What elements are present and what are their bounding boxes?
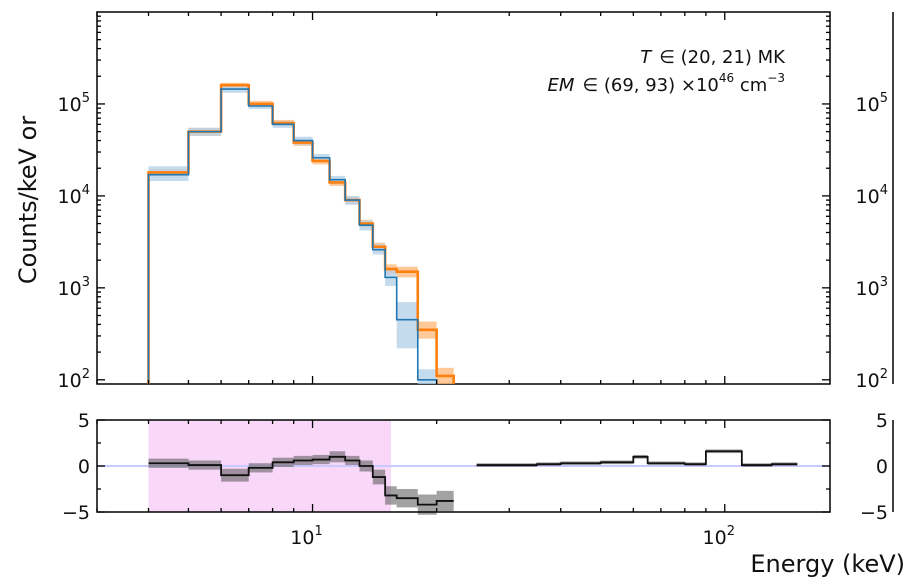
temperature-annotation: T ∈ (20, 21) MK (640, 47, 786, 68)
spectrum-y-tick-label-0-exponent: 2 (82, 367, 90, 382)
x-tick-label-1-exponent: 2 (727, 524, 735, 539)
adjacent-panel-y-tick-label-3-base: 10 (856, 370, 880, 392)
em-range: ∈ (69, 93) ×10 (582, 75, 718, 96)
residual-step-line (148, 450, 798, 506)
spectrum-y-tick-label-1: 103 (58, 275, 90, 300)
adjacent-panel-y-tick-label-1: 104 (856, 183, 888, 208)
y-axis-title: Counts/keV or (14, 116, 42, 284)
spectrum-ticks (96, 12, 830, 384)
adjacent-panel-residual-label-2: −5 (860, 502, 888, 524)
x-tick-label-0-base: 10 (290, 527, 314, 549)
em-unit-exponent: −3 (767, 71, 785, 85)
spectrum-bands (148, 82, 454, 384)
residual-y-tick-label-0: 5 (78, 410, 90, 432)
adjacent-panel-residual-label-0: 5 (876, 410, 888, 432)
spectrum-step-line-0 (147, 83, 455, 384)
adjacent-panel-y-tick-label-0: 105 (856, 91, 888, 116)
x-tick-label-1: 102 (703, 524, 735, 549)
adjacent-panel-y-tick-label-0-base: 10 (856, 94, 880, 116)
residual-lines (148, 450, 798, 506)
spectrum-step-line-1 (147, 88, 438, 384)
x-tick-labels: 101 102 (290, 524, 735, 549)
em-symbol: EM (548, 75, 575, 96)
residual-y-tick-label-2: −5 (62, 502, 90, 524)
residual-y-tick-labels: 5 0 −5 (62, 410, 90, 524)
em-unit: cm (734, 75, 767, 96)
adjacent-panel-y-tick-label-3-exponent: 2 (880, 367, 888, 382)
emission-measure-annotation: EM ∈ (69, 93) ×1046 cm−3 (548, 71, 785, 96)
spectrum-y-tick-label-2: 104 (58, 183, 90, 208)
spectrum-lines (147, 83, 455, 384)
x-tick-label-0: 101 (290, 524, 322, 549)
uncertainty-band-1-12 (396, 302, 418, 349)
residuals-panel: 50−5 101 102 Energy (keV) (62, 410, 905, 578)
spectrum-y-tick-label-1-exponent: 3 (82, 275, 90, 290)
spectrum-y-tick-label-2-base: 10 (58, 186, 82, 208)
em-exponent: 46 (719, 71, 734, 85)
adjacent-panel-y-tick-label-3: 102 (856, 367, 888, 392)
adjacent-panel-y-tick-label-0-exponent: 5 (880, 91, 888, 106)
temperature-range: ∈ (20, 21) MK (659, 47, 786, 68)
x-tick-label-0-exponent: 1 (314, 524, 322, 539)
spectrum-y-tick-label-3: 105 (58, 91, 90, 116)
x-axis-title: Energy (keV) (750, 550, 905, 578)
spectrum-y-tick-label-3-exponent: 5 (82, 91, 90, 106)
residual-y-tick-label-1: 0 (78, 456, 90, 478)
adjacent-panel-y-tick-label-2: 103 (856, 275, 888, 300)
adjacent-panel-y-tick-label-2-base: 10 (856, 278, 880, 300)
residual-ticks (96, 419, 830, 513)
spectrum-y-tick-label-3-base: 10 (58, 94, 82, 116)
adjacent-panel-y-tick-label-1-exponent: 4 (880, 183, 888, 198)
spectrum-y-tick-label-0-base: 10 (58, 370, 82, 392)
spectrum-y-tick-label-1-base: 10 (58, 278, 82, 300)
adjacent-panel-residual-label-1: 0 (876, 456, 888, 478)
spectrum-y-tick-label-0: 102 (58, 367, 90, 392)
spectrum-plot-frame (96, 11, 831, 385)
adjacent-panel-y-tick-label-2-exponent: 3 (880, 275, 888, 290)
x-tick-label-1-base: 10 (703, 527, 727, 549)
spectrum-y-tick-label-2-exponent: 4 (82, 183, 90, 198)
adjacent-panel-y-tick-label-1-base: 10 (856, 186, 880, 208)
uncertainty-band-1-13 (417, 369, 437, 384)
temperature-symbol: T (640, 47, 653, 68)
